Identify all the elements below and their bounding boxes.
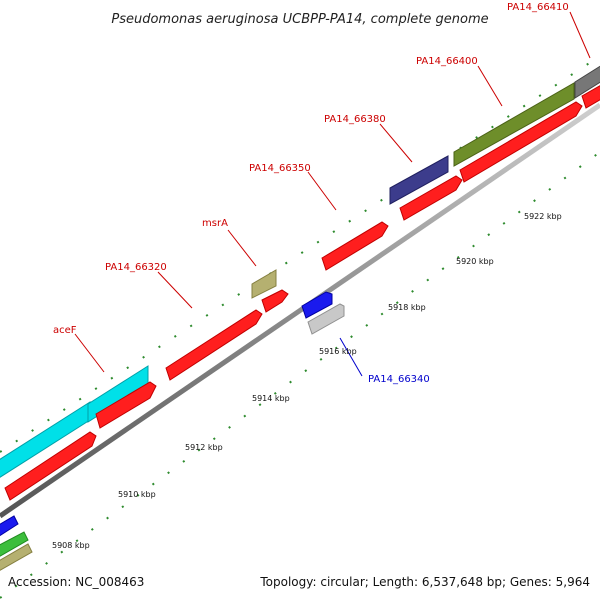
forward-genes: [0, 65, 600, 478]
leader-line: [227, 229, 257, 267]
genome-backbone: [0, 102, 600, 519]
gene-arrow: [95, 381, 157, 429]
gene-arrow: [453, 82, 575, 167]
reverse-strand-genes: [0, 291, 345, 571]
gene-labels: aceF PA14_66320 msrA PA14_66350 PA14_663…: [53, 2, 569, 385]
gene-arrow: [307, 303, 345, 335]
leader-line: [74, 333, 105, 373]
tick-labels: 5908 kbp 5910 kbp 5912 kbp 5914 kbp 5916…: [52, 212, 562, 550]
gene-arrow: [389, 155, 449, 205]
leader-line: [569, 11, 591, 59]
tick-label: 5916 kbp: [319, 347, 357, 356]
gene-arrow: [251, 269, 277, 299]
leader-line: [307, 171, 337, 211]
gene-arrow: [0, 531, 29, 557]
gene-arrow: [0, 515, 19, 537]
leader-lines: [74, 11, 591, 377]
tick-label: 5908 kbp: [52, 541, 90, 550]
tick-label: 5920 kbp: [456, 257, 494, 266]
leader-line: [477, 65, 503, 107]
gene-arrow: [261, 289, 289, 313]
genome-summary-text: Topology: circular; Length: 6,537,648 bp…: [259, 575, 590, 589]
tick-label: 5914 kbp: [252, 394, 290, 403]
gene-arrow: [301, 291, 333, 319]
gene-arrow: [4, 431, 97, 501]
gene-arrow: [321, 221, 389, 271]
gene-label: msrA: [202, 218, 228, 229]
gene-label: PA14_66380: [324, 114, 386, 125]
leader-line: [339, 337, 363, 377]
tick-row-outer: [0, 55, 600, 453]
gene-label: PA14_66320: [105, 262, 167, 273]
gene-arrow: [399, 175, 463, 221]
gene-label: PA14_66410: [507, 2, 569, 13]
gene-arrow: [165, 309, 263, 381]
leader-line: [379, 123, 413, 163]
tick-label: 5910 kbp: [118, 490, 156, 499]
gene-label: PA14_66350: [249, 163, 311, 174]
tick-label: 5922 kbp: [524, 212, 562, 221]
tick-label: 5918 kbp: [388, 303, 426, 312]
gene-arrow: [574, 65, 600, 99]
gene-arrow: [0, 543, 33, 571]
tick-row-inner: [0, 151, 600, 599]
leader-line: [157, 271, 193, 309]
gene-label: aceF: [53, 325, 77, 336]
gene-arrow: [581, 85, 600, 109]
gene-arrow: [459, 101, 583, 183]
accession-text: Accession: NC_008463: [8, 575, 144, 589]
map-title: Pseudomonas aeruginosa UCBPP-PA14, compl…: [111, 12, 488, 27]
forward-strand-genes: [4, 85, 600, 501]
tick-label: 5912 kbp: [185, 443, 223, 452]
gene-label: PA14_66400: [416, 56, 478, 67]
gene-label: PA14_66340: [368, 374, 430, 385]
